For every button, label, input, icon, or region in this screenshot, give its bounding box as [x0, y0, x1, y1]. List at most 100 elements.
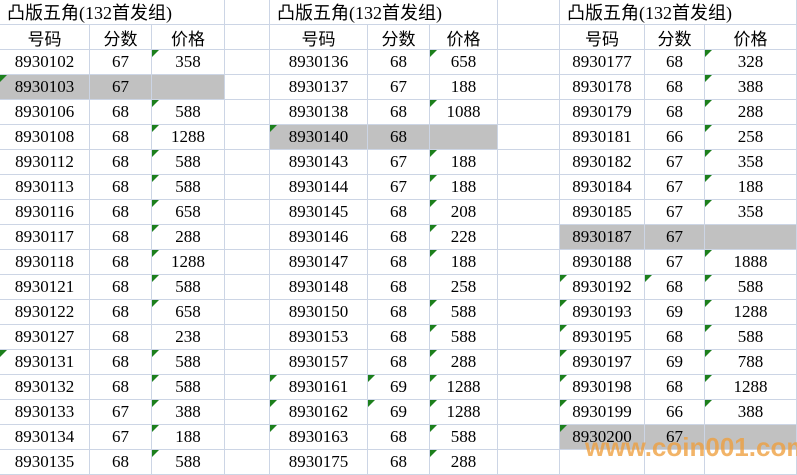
cell-number[interactable]: 8930138: [270, 100, 368, 125]
cell-score[interactable]: 68: [90, 200, 152, 225]
cell-price[interactable]: 288: [152, 225, 225, 250]
cell-score[interactable]: 67: [645, 150, 705, 175]
cell-score[interactable]: 67: [90, 75, 152, 100]
cell-number[interactable]: 8930177: [560, 50, 645, 75]
separator-cell[interactable]: [225, 450, 270, 475]
cell-score[interactable]: 67: [645, 175, 705, 200]
cell-price[interactable]: [152, 75, 225, 100]
cell-price[interactable]: 1288: [430, 375, 498, 400]
cell-number[interactable]: 8930161: [270, 375, 368, 400]
cell-price[interactable]: 228: [430, 225, 498, 250]
cell-price[interactable]: 1288: [152, 125, 225, 150]
cell-score[interactable]: 67: [368, 75, 430, 100]
separator-cell[interactable]: [498, 25, 560, 50]
cell-score[interactable]: 68: [368, 450, 430, 475]
cell-number[interactable]: 8930145: [270, 200, 368, 225]
separator-cell[interactable]: [498, 100, 560, 125]
cell-number[interactable]: 8930140: [270, 125, 368, 150]
cell-number[interactable]: 8930106: [0, 100, 90, 125]
cell-price[interactable]: 1288: [430, 400, 498, 425]
group-title[interactable]: 凸版五角(132首发组): [0, 0, 225, 25]
cell-score[interactable]: 68: [368, 325, 430, 350]
cell-price[interactable]: 188: [152, 425, 225, 450]
cell-score[interactable]: 67: [645, 250, 705, 275]
column-header[interactable]: 分数: [645, 25, 705, 50]
cell-score[interactable]: 67: [90, 425, 152, 450]
cell-number[interactable]: 8930103: [0, 75, 90, 100]
separator-cell[interactable]: [498, 250, 560, 275]
cell-score[interactable]: 68: [368, 100, 430, 125]
cell-price[interactable]: 588: [705, 275, 797, 300]
cell-number[interactable]: 8930121: [0, 275, 90, 300]
cell-score[interactable]: 68: [645, 325, 705, 350]
separator-cell[interactable]: [498, 275, 560, 300]
cell-price[interactable]: 188: [705, 175, 797, 200]
cell-price[interactable]: 288: [430, 350, 498, 375]
cell-price[interactable]: 588: [152, 450, 225, 475]
cell-price[interactable]: 1288: [705, 300, 797, 325]
cell-score[interactable]: 68: [645, 50, 705, 75]
cell-number[interactable]: 8930143: [270, 150, 368, 175]
cell-price[interactable]: 208: [430, 200, 498, 225]
separator-cell[interactable]: [498, 400, 560, 425]
separator-cell[interactable]: [498, 425, 560, 450]
cell-score[interactable]: [645, 450, 705, 475]
cell-price[interactable]: 588: [152, 100, 225, 125]
separator-cell[interactable]: [498, 200, 560, 225]
cell-number[interactable]: 8930113: [0, 175, 90, 200]
cell-number[interactable]: 8930197: [560, 350, 645, 375]
separator-cell[interactable]: [498, 0, 560, 25]
cell-number[interactable]: 8930108: [0, 125, 90, 150]
cell-score[interactable]: 68: [90, 450, 152, 475]
separator-cell[interactable]: [225, 200, 270, 225]
separator-cell[interactable]: [498, 375, 560, 400]
cell-price[interactable]: 258: [705, 125, 797, 150]
cell-price[interactable]: 658: [152, 300, 225, 325]
separator-cell[interactable]: [225, 25, 270, 50]
cell-score[interactable]: 68: [90, 375, 152, 400]
cell-number[interactable]: 8930200: [560, 425, 645, 450]
cell-score[interactable]: 68: [90, 300, 152, 325]
cell-price[interactable]: 388: [705, 75, 797, 100]
cell-score[interactable]: 66: [645, 400, 705, 425]
separator-cell[interactable]: [225, 250, 270, 275]
separator-cell[interactable]: [225, 175, 270, 200]
column-header[interactable]: 号码: [0, 25, 90, 50]
cell-price[interactable]: 1888: [705, 250, 797, 275]
cell-number[interactable]: 8930198: [560, 375, 645, 400]
separator-cell[interactable]: [225, 275, 270, 300]
cell-number[interactable]: 8930118: [0, 250, 90, 275]
cell-score[interactable]: 68: [368, 50, 430, 75]
cell-score[interactable]: 68: [368, 300, 430, 325]
cell-number[interactable]: 8930188: [560, 250, 645, 275]
cell-price[interactable]: 188: [430, 150, 498, 175]
cell-number[interactable]: 8930148: [270, 275, 368, 300]
cell-price[interactable]: 288: [705, 100, 797, 125]
cell-number[interactable]: 8930134: [0, 425, 90, 450]
separator-cell[interactable]: [225, 75, 270, 100]
cell-price[interactable]: 788: [705, 350, 797, 375]
column-header[interactable]: 价格: [152, 25, 225, 50]
column-header[interactable]: 价格: [430, 25, 498, 50]
cell-price[interactable]: 588: [152, 150, 225, 175]
cell-score[interactable]: 68: [368, 225, 430, 250]
cell-number[interactable]: 8930182: [560, 150, 645, 175]
separator-cell[interactable]: [498, 175, 560, 200]
cell-score[interactable]: 68: [90, 275, 152, 300]
cell-price[interactable]: 188: [430, 175, 498, 200]
cell-price[interactable]: 358: [705, 200, 797, 225]
cell-number[interactable]: 8930163: [270, 425, 368, 450]
cell-price[interactable]: 1288: [705, 375, 797, 400]
cell-number[interactable]: 8930181: [560, 125, 645, 150]
cell-number[interactable]: 8930162: [270, 400, 368, 425]
cell-price[interactable]: 188: [430, 75, 498, 100]
cell-price[interactable]: 258: [430, 275, 498, 300]
cell-score[interactable]: 68: [368, 125, 430, 150]
cell-score[interactable]: 69: [645, 300, 705, 325]
column-header[interactable]: 号码: [560, 25, 645, 50]
column-header[interactable]: 分数: [90, 25, 152, 50]
cell-number[interactable]: 8930178: [560, 75, 645, 100]
cell-price[interactable]: 588: [705, 325, 797, 350]
separator-cell[interactable]: [498, 325, 560, 350]
cell-price[interactable]: [705, 450, 797, 475]
